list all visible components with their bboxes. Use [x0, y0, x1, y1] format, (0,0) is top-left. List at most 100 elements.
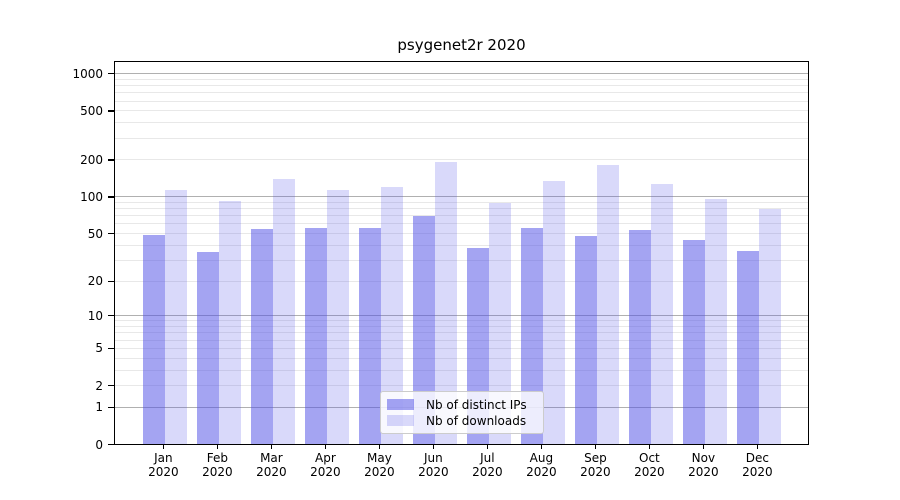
gridline-minor [114, 92, 809, 94]
x-tick-label: Mar 2020 [243, 451, 299, 479]
x-tick [702, 444, 704, 449]
bar-downloads [651, 183, 674, 445]
bar-distinct-ips [629, 229, 652, 445]
x-tick [756, 444, 758, 449]
gridline-minor [114, 110, 809, 112]
gridline-minor [114, 122, 809, 124]
x-tick-label-year: 2020 [256, 464, 287, 479]
bar-distinct-ips [143, 234, 166, 445]
gridline-minor [114, 280, 809, 282]
y-tick-label: 500 [80, 103, 103, 118]
legend-row: Nb of distinct IPs [387, 397, 535, 412]
gridline-minor [114, 233, 809, 234]
y-tick [107, 196, 114, 198]
x-tick-label-month: Oct [639, 450, 660, 465]
bar-distinct-ips [305, 227, 328, 445]
bar-downloads [705, 198, 728, 445]
x-tick-label-year: 2020 [742, 464, 773, 479]
gridline-minor [114, 332, 809, 334]
y-tick [107, 73, 114, 75]
x-tick-label: Jul 2020 [459, 451, 515, 479]
x-tick-label: Jan 2020 [135, 451, 191, 479]
x-tick-label-year: 2020 [688, 464, 719, 479]
bar-downloads [381, 187, 404, 445]
x-tick-label-month: Feb [206, 450, 229, 465]
x-tick [324, 444, 326, 449]
x-tick-label: May 2020 [351, 451, 407, 479]
gridline-minor [114, 85, 809, 87]
bar-downloads [489, 203, 512, 445]
gridline-minor [114, 244, 809, 246]
bar-distinct-ips [413, 215, 436, 445]
gridline-minor [114, 137, 809, 139]
x-tick-label-year: 2020 [364, 464, 395, 479]
x-tick [378, 444, 380, 449]
x-tick-label-year: 2020 [418, 464, 449, 479]
x-tick-label: Sep 2020 [567, 451, 623, 479]
x-tick-label-month: Aug [529, 450, 554, 465]
gridline-minor [114, 215, 809, 217]
chart-title: psygenet2r 2020 [397, 36, 526, 54]
gridline-minor [114, 385, 809, 387]
y-tick-label: 2 [95, 378, 103, 393]
y-tick-label: 5 [95, 341, 103, 356]
gridline-minor [114, 339, 809, 341]
x-tick-label: Jun 2020 [405, 451, 461, 479]
x-tick-label-year: 2020 [634, 464, 665, 479]
x-tick-label-month: Dec [745, 450, 769, 465]
y-tick [107, 159, 114, 161]
gridline-major [114, 73, 809, 75]
x-tick-label-year: 2020 [310, 464, 341, 479]
x-tick-label: Feb 2020 [189, 451, 245, 479]
legend-label-downloads: Nb of downloads [426, 413, 527, 428]
x-tick-label-month: May [366, 450, 392, 465]
gridline-major [114, 315, 809, 317]
gridline-minor [114, 259, 809, 261]
legend: Nb of distinct IPs Nb of downloads [380, 391, 544, 434]
gridline-minor [114, 369, 809, 371]
bar-downloads [273, 179, 296, 445]
bar-downloads [597, 165, 620, 445]
gridline-minor [114, 100, 809, 102]
gridline-minor [114, 223, 809, 225]
gridline-minor [114, 78, 809, 80]
x-tick-label-month: Jun [424, 450, 443, 465]
bar-distinct-ips [737, 250, 760, 445]
y-tick-label: 10 [87, 308, 103, 323]
x-tick-label: Aug 2020 [513, 451, 569, 479]
x-tick-label-year: 2020 [472, 464, 503, 479]
y-tick-label: 20 [87, 274, 103, 289]
legend-label-distinct-ips: Nb of distinct IPs [426, 397, 527, 412]
x-tick [648, 444, 650, 449]
x-tick [270, 444, 272, 449]
y-tick-label: 100 [80, 189, 103, 204]
x-tick-label: Oct 2020 [621, 451, 677, 479]
x-tick-label-month: Mar [260, 450, 283, 465]
x-tick-label-year: 2020 [526, 464, 557, 479]
bar-downloads [165, 189, 188, 445]
y-tick-label: 50 [87, 226, 103, 241]
bar-distinct-ips [521, 227, 544, 445]
bar-downloads [219, 200, 242, 445]
x-tick [540, 444, 542, 449]
bar-downloads [327, 189, 350, 445]
y-tick [107, 385, 114, 387]
x-tick-label-month: Jan [154, 450, 173, 465]
x-tick [432, 444, 434, 449]
bar-downloads [543, 180, 566, 445]
y-tick [107, 406, 114, 408]
x-tick [594, 444, 596, 449]
legend-row: Nb of downloads [387, 413, 535, 428]
y-tick [107, 233, 114, 235]
x-tick-label: Nov 2020 [675, 451, 731, 479]
legend-swatch-distinct-ips-icon [387, 399, 414, 410]
x-tick [162, 444, 164, 449]
bar-downloads [759, 208, 782, 445]
x-tick-label-year: 2020 [202, 464, 233, 479]
bar-distinct-ips [575, 235, 598, 445]
gridline-minor [114, 208, 809, 210]
y-tick-label: 0 [95, 437, 103, 452]
bar-distinct-ips [359, 227, 382, 445]
x-tick-label: Dec 2020 [729, 451, 785, 479]
gridline-major [114, 196, 809, 198]
